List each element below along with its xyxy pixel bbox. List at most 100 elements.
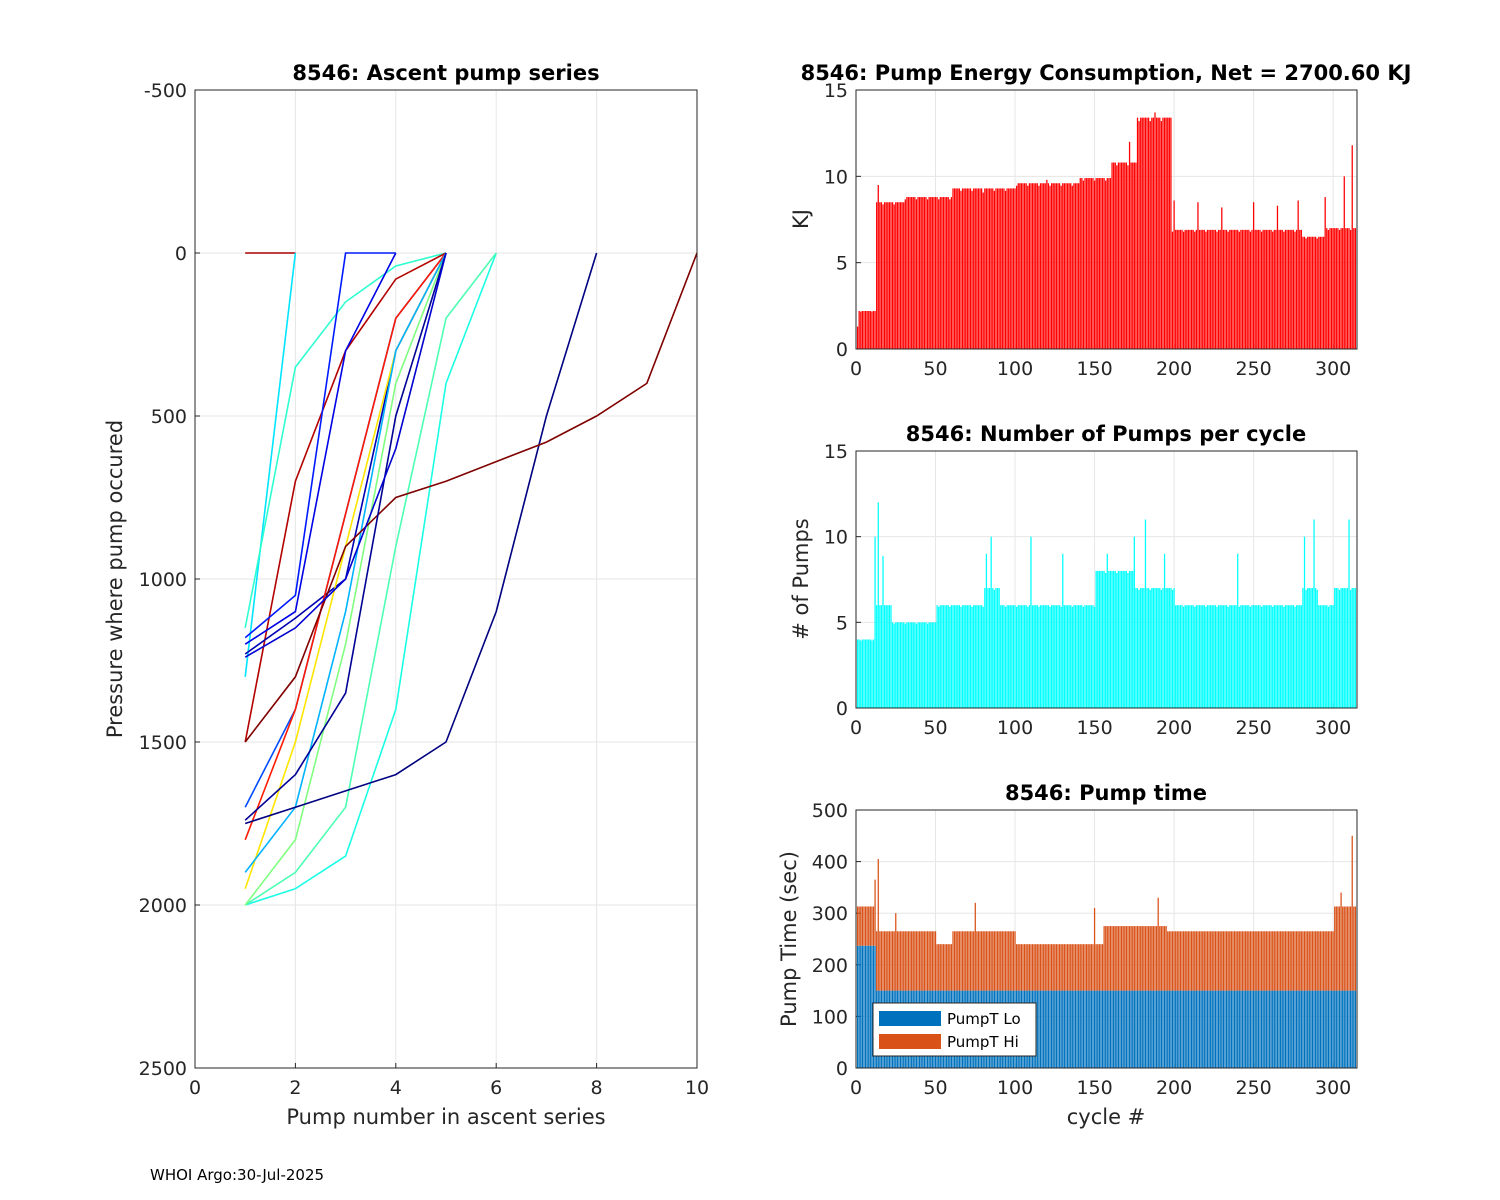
- bar-cycle-299: [1330, 605, 1333, 708]
- bar-cycle-157: [1105, 180, 1107, 349]
- bar-lo-cycle-115: [1038, 990, 1040, 1068]
- bar-cycle-10: [871, 311, 873, 349]
- bar-cycle-22: [890, 202, 892, 349]
- series-line-profile-c: [244, 252, 447, 629]
- bar-hi-cycle-77: [977, 931, 980, 991]
- bar-lo-cycle-182: [1144, 990, 1147, 1068]
- bar-cycle-122: [1049, 606, 1051, 708]
- bar-lo-cycle-136: [1071, 990, 1073, 1068]
- bar-cycle-94: [1004, 606, 1007, 708]
- x-tick-label: 150: [1076, 358, 1112, 380]
- bar-lo-cycle-139: [1076, 990, 1078, 1068]
- x-tick-label: 2: [289, 1077, 301, 1099]
- bar-cycle-18: [883, 605, 886, 708]
- bar-cycle-242: [1240, 229, 1242, 349]
- bar-cycle-258: [1265, 229, 1267, 349]
- bar-cycle-50: [934, 197, 937, 349]
- bar-cycle-168: [1122, 570, 1124, 708]
- bar-cycle-248: [1249, 606, 1252, 708]
- bar-lo-cycle-147: [1089, 990, 1091, 1068]
- bar-hi-cycle-56: [944, 944, 946, 991]
- bar-cycle-283: [1305, 589, 1307, 708]
- bar-cycle-191: [1159, 588, 1161, 708]
- bar-cycle-305: [1340, 228, 1342, 349]
- bar-cycle-227: [1216, 606, 1218, 708]
- legend-label-lo: PumpT Lo: [947, 1010, 1021, 1028]
- bar-cycle-270: [1284, 605, 1287, 708]
- x-tick-label: 0: [850, 717, 862, 739]
- bar-lo-cycle-298: [1329, 990, 1331, 1068]
- bar-cycle-262: [1272, 231, 1274, 349]
- bar-lo-cycle-185: [1149, 990, 1151, 1068]
- bar-cycle-285: [1308, 236, 1310, 349]
- bar-hi-cycle-156: [1103, 926, 1105, 991]
- bar-lo-cycle-144: [1084, 990, 1086, 1068]
- x-tick-label: 50: [923, 1077, 947, 1099]
- series-line-profile-k: [244, 252, 447, 906]
- bar-hi-cycle-313: [1353, 906, 1355, 991]
- bar-cycle-292: [1319, 236, 1322, 349]
- y-tick-label: 1000: [139, 569, 187, 591]
- bar-lo-cycle-160: [1109, 990, 1112, 1068]
- bar-cycle-275: [1292, 229, 1295, 349]
- bar-hi-cycle-294: [1322, 931, 1325, 991]
- bar-lo-cycle-183: [1146, 990, 1148, 1068]
- series-line-profile-m: [244, 252, 447, 841]
- bar-cycle-117: [1041, 183, 1043, 349]
- bar-cycle-305: [1340, 588, 1342, 708]
- bar-lo-cycle-217: [1200, 990, 1202, 1068]
- x-tick-label: 0: [850, 1077, 862, 1099]
- bar-cycle-27: [898, 202, 900, 349]
- x-tick-label: 150: [1076, 717, 1112, 739]
- bar-lo-cycle-10: [871, 945, 873, 1068]
- y-tick-label: 10: [824, 527, 848, 549]
- bar-cycle-164: [1116, 572, 1118, 708]
- bar-cycle-126: [1055, 183, 1058, 349]
- bar-cycle-70: [966, 188, 968, 349]
- bar-hi-cycle-235: [1229, 931, 1231, 991]
- bar-cycle-58: [947, 197, 949, 349]
- bar-cycle-142: [1081, 178, 1083, 349]
- bar-lo-cycle-229: [1219, 990, 1221, 1068]
- bar-hi-cycle-279: [1299, 931, 1301, 991]
- bar-lo-cycle-271: [1286, 990, 1288, 1068]
- bar-hi-cycle-260: [1268, 931, 1271, 991]
- bar-cycle-113: [1035, 605, 1037, 708]
- bar-cycle-240: [1237, 553, 1239, 708]
- bar-lo-cycle-119: [1044, 990, 1046, 1068]
- bar-hi-cycle-310: [1348, 906, 1350, 991]
- bar-hi-cycle-179: [1140, 926, 1142, 991]
- bar-cycle-110: [1030, 183, 1032, 349]
- bar-cycle-266: [1278, 229, 1280, 349]
- bar-cycle-131: [1063, 605, 1065, 708]
- bar-cycle-16: [880, 605, 883, 708]
- bar-cycle-219: [1203, 229, 1205, 349]
- bar-cycle-297: [1327, 606, 1330, 708]
- bar-cycle-73: [971, 190, 973, 349]
- bar-cycle-250: [1252, 202, 1255, 349]
- bar-cycle-269: [1283, 231, 1285, 349]
- bar-hi-cycle-43: [923, 931, 926, 991]
- bar-cycle-215: [1197, 605, 1199, 708]
- bar-cycle-139: [1076, 183, 1078, 349]
- plot-area: [856, 90, 1357, 349]
- bar-cycle-204: [1179, 605, 1182, 708]
- bar-cycle-82: [985, 188, 988, 349]
- bar-lo-cycle-240: [1237, 990, 1239, 1068]
- bar-lo-cycle-118: [1043, 990, 1045, 1068]
- y-axis-label: # of Pumps: [789, 518, 813, 640]
- y-tick-label: 0: [836, 339, 848, 361]
- bar-cycle-110: [1030, 536, 1032, 708]
- bar-cycle-29: [901, 202, 903, 349]
- bar-hi-cycle-14: [877, 859, 879, 991]
- bar-cycle-47: [930, 197, 932, 349]
- bar-cycle-117: [1041, 605, 1043, 708]
- bar-hi-cycle-121: [1047, 944, 1050, 991]
- bar-lo-cycle-152: [1097, 990, 1099, 1068]
- bar-hi-cycle-195: [1165, 926, 1167, 991]
- bar-cycle-72: [969, 605, 972, 708]
- bar-cycle-213: [1194, 231, 1196, 349]
- bar-cycle-170: [1125, 570, 1128, 708]
- bar-lo-cycle-215: [1197, 990, 1199, 1068]
- bar-cycle-218: [1202, 605, 1204, 708]
